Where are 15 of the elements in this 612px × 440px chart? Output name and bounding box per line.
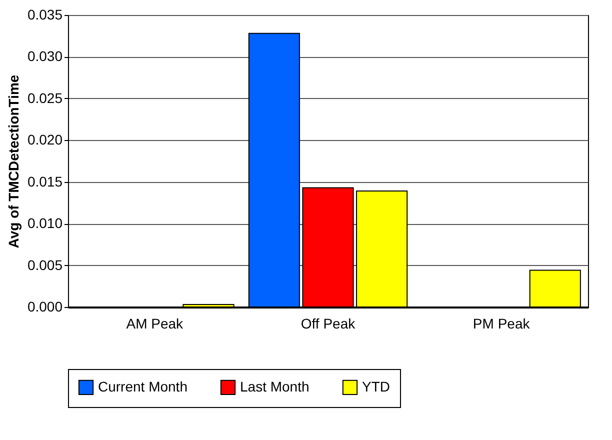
legend-label: Current Month bbox=[98, 378, 188, 394]
x-tick-label: PM Peak bbox=[472, 316, 531, 332]
y-tick-label: 0.025 bbox=[27, 90, 63, 106]
y-tick-label: 0.020 bbox=[27, 132, 63, 148]
y-tick-label: 0.010 bbox=[27, 215, 63, 232]
legend-label: YTD bbox=[362, 378, 390, 394]
y-tick-label: 0.000 bbox=[27, 298, 63, 314]
y-tick-label: 0.035 bbox=[27, 6, 63, 22]
y-axis-title: Avg of TMCDetectionTime bbox=[5, 74, 22, 248]
y-tick-label: 0.015 bbox=[27, 173, 63, 190]
y-tick-label: 0.030 bbox=[27, 48, 63, 64]
x-tick-label: Off Peak bbox=[300, 316, 356, 332]
legend-label: Last Month bbox=[240, 378, 310, 394]
y-tick-label: 0.005 bbox=[27, 256, 63, 273]
x-tick-label: AM Peak bbox=[126, 316, 184, 332]
